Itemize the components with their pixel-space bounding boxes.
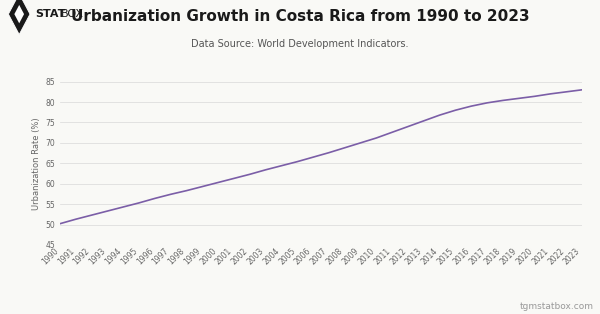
Text: Urbanization Growth in Costa Rica from 1990 to 2023: Urbanization Growth in Costa Rica from 1… [71, 9, 529, 24]
Text: Data Source: World Development Indicators.: Data Source: World Development Indicator… [191, 39, 409, 49]
Y-axis label: Urbanization Rate (%): Urbanization Rate (%) [32, 117, 41, 209]
Text: BOX: BOX [61, 9, 84, 19]
Text: tgmstatbox.com: tgmstatbox.com [520, 302, 594, 311]
Text: STAT: STAT [35, 9, 65, 19]
